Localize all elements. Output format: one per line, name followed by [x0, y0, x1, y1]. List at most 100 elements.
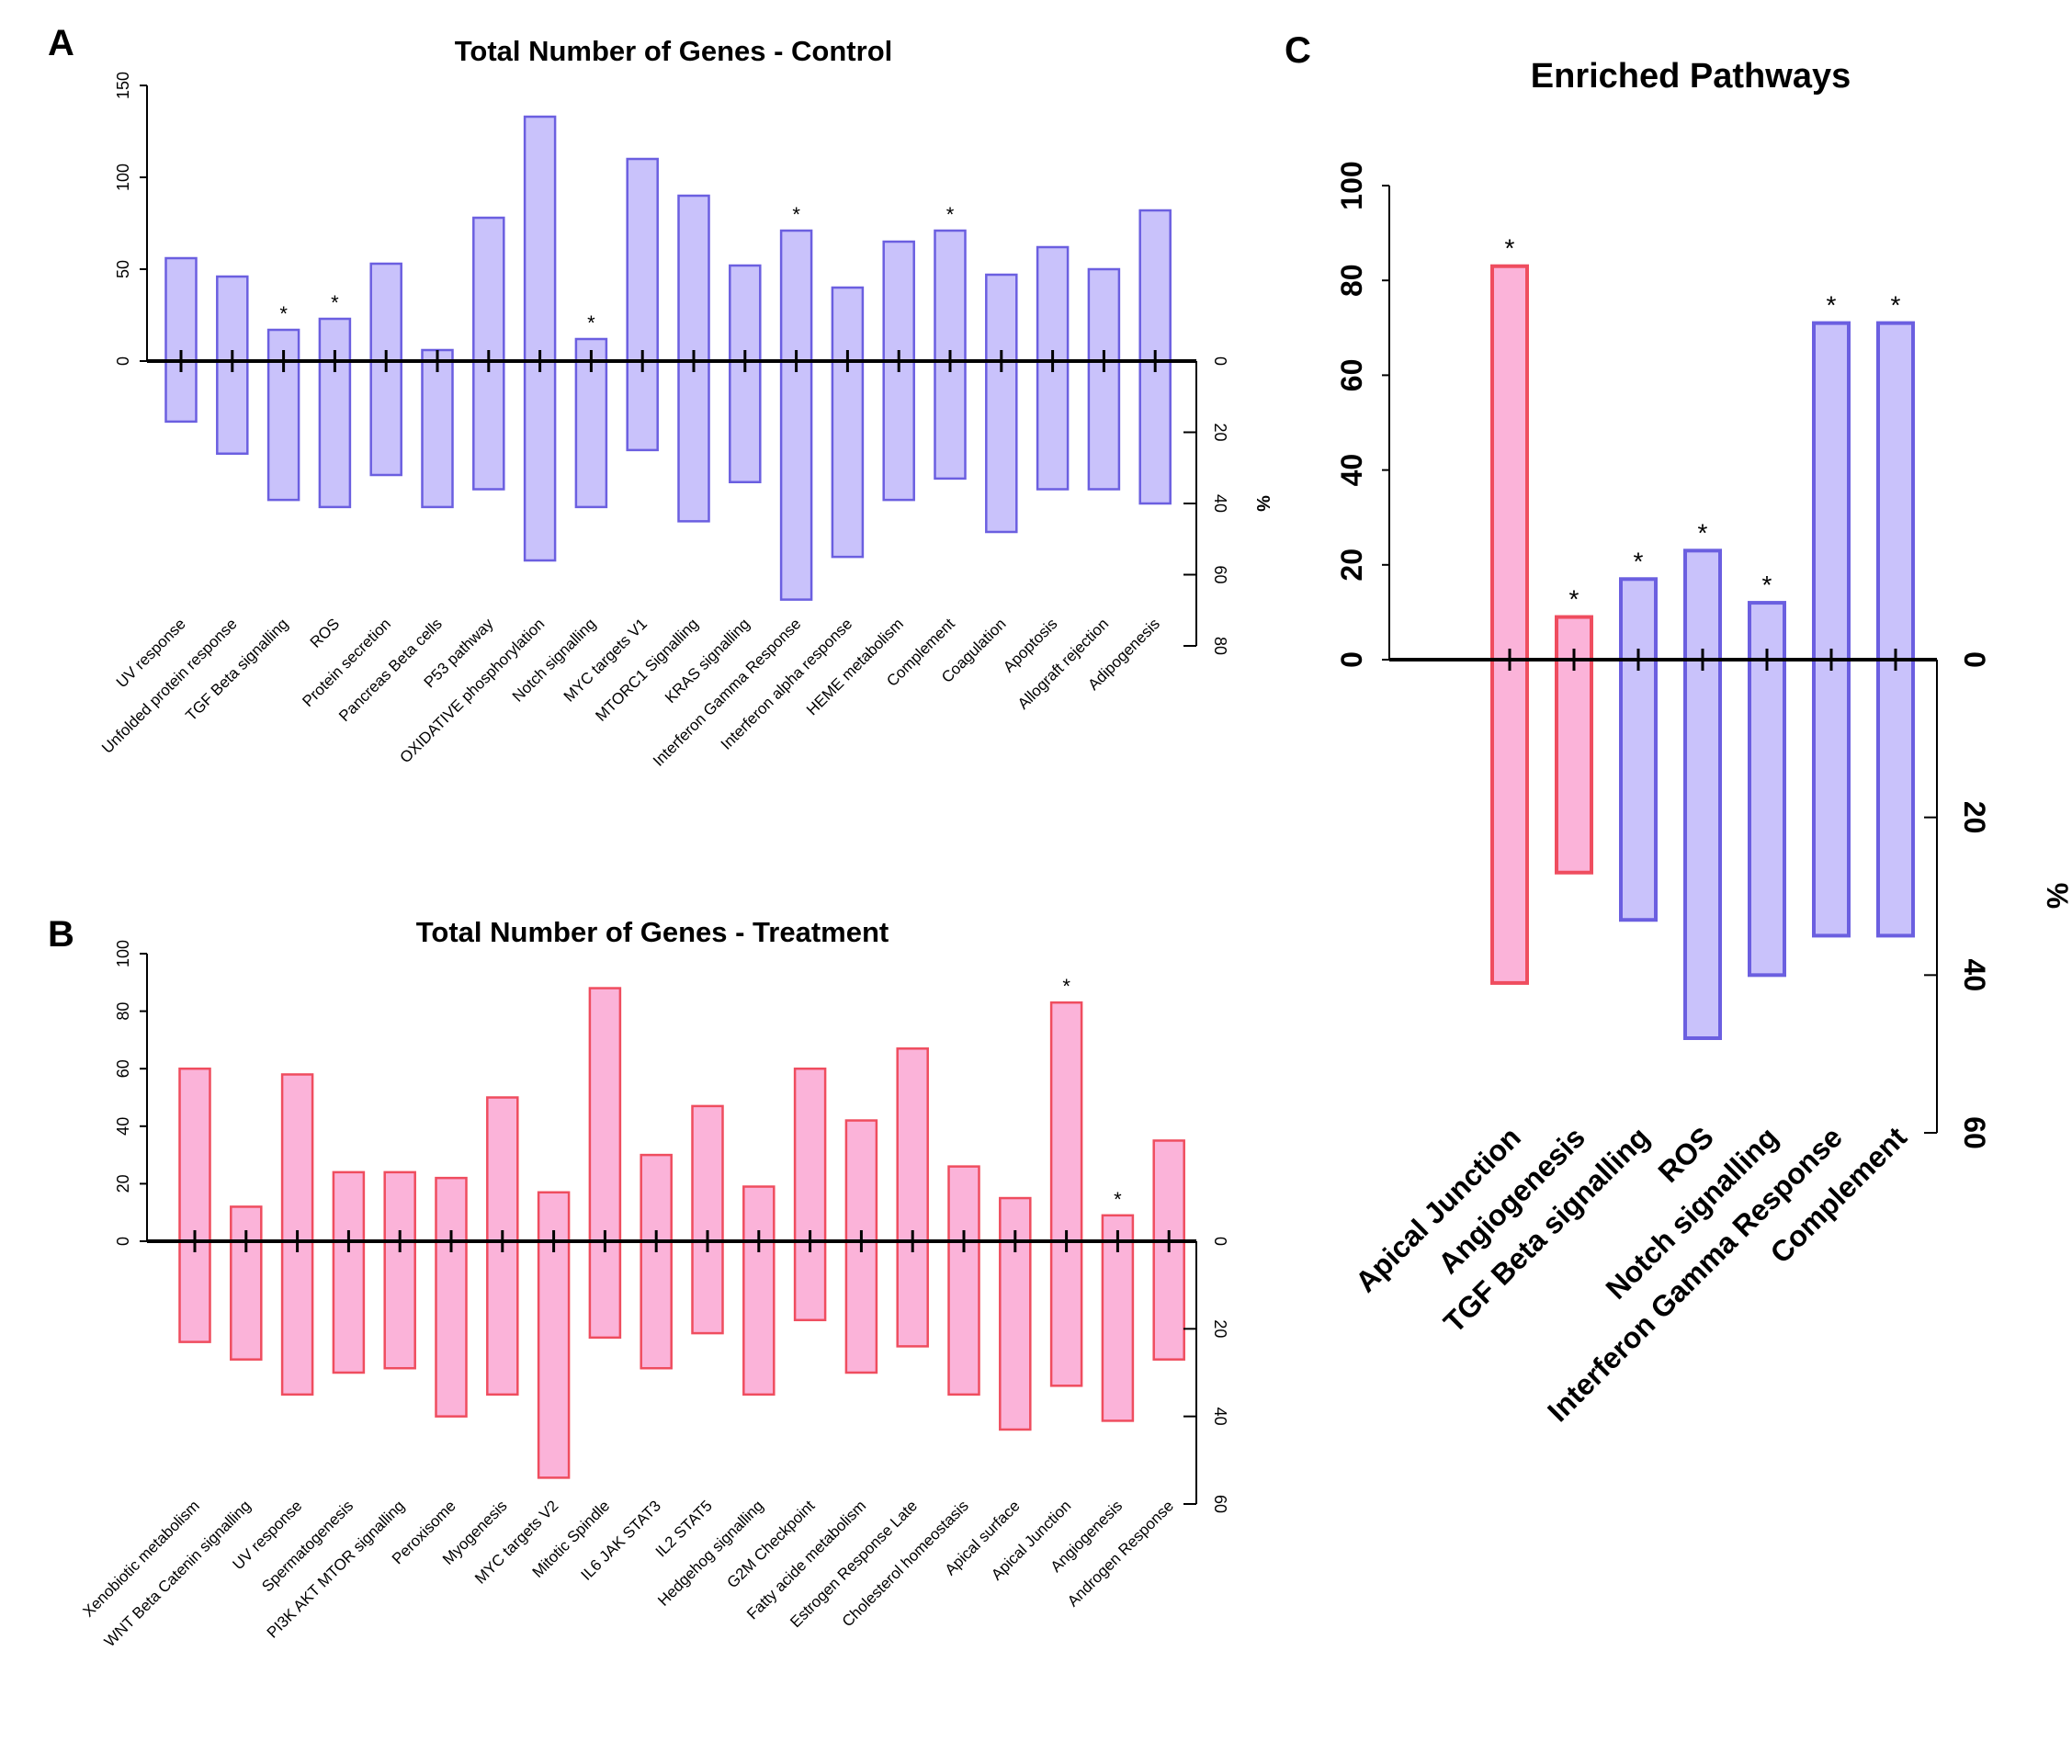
y-tick-label: 80	[114, 1002, 132, 1021]
significance-star: *	[331, 291, 339, 314]
bar-percent	[230, 1239, 263, 1361]
bar-gene-count	[369, 262, 402, 363]
y2-tick-label: 60	[1211, 1495, 1229, 1513]
significance-star: *	[1062, 975, 1070, 998]
significance-star: *	[1505, 234, 1515, 263]
bar-percent	[1087, 359, 1121, 491]
y2-tick-label: 0	[1211, 1237, 1229, 1246]
bar-gene-count	[164, 256, 198, 363]
y2-tick-label: 40	[1211, 494, 1229, 513]
bar-percent	[1490, 658, 1529, 985]
bar-gene-count	[332, 1170, 366, 1243]
bar-percent	[896, 1239, 929, 1348]
bar-gene-count	[523, 115, 557, 363]
bar-gene-count	[1152, 1139, 1185, 1243]
bar-percent	[332, 1239, 366, 1374]
bar-percent	[1812, 658, 1851, 938]
significance-star: *	[1891, 291, 1901, 320]
significance-star: *	[1569, 585, 1579, 614]
y-tick-label: 20	[114, 1174, 132, 1193]
bar-percent	[742, 1239, 776, 1396]
y-tick-label: 0	[114, 1237, 132, 1246]
bar-percent	[280, 1239, 314, 1396]
chart-b-treatment: Total Number of Genes - TreatmentXenobio…	[79, 916, 1229, 1650]
bar-gene-count	[831, 286, 865, 363]
bar-gene-count	[1049, 1001, 1083, 1243]
bar-percent	[574, 359, 608, 509]
y2-axis-label: %	[2041, 883, 2072, 909]
bar-percent	[369, 359, 402, 477]
y-tick-label: 60	[1335, 359, 1368, 392]
bar-percent	[472, 359, 505, 491]
bar-gene-count	[896, 1047, 929, 1243]
y2-tick-label: 60	[1211, 565, 1229, 583]
significance-star: *	[279, 302, 288, 325]
y-tick-label: 0	[114, 356, 132, 366]
bar-gene-count	[947, 1165, 980, 1243]
y2-tick-label: 40	[1958, 959, 1991, 992]
bar-gene-count	[178, 1067, 211, 1243]
y-tick-label: 50	[114, 260, 132, 278]
y2-tick-label: 20	[1211, 423, 1229, 441]
category-label: Spermatogenesis	[258, 1497, 357, 1595]
bar-percent	[1876, 658, 1915, 938]
bar-percent	[588, 1239, 622, 1340]
bar-percent	[435, 1239, 468, 1418]
y2-tick-label: 40	[1211, 1408, 1229, 1426]
bar-percent	[934, 359, 967, 481]
significance-star: *	[1114, 1188, 1122, 1211]
bar-gene-count	[626, 157, 659, 363]
chart-title: Total Number of Genes - Control	[455, 35, 893, 67]
bar-gene-count	[677, 194, 710, 363]
bar-percent	[844, 1239, 878, 1374]
y-tick-label: 40	[1335, 454, 1368, 487]
bar-gene-count	[1490, 264, 1529, 662]
bar-percent	[486, 1239, 519, 1396]
bar-percent	[985, 359, 1018, 534]
bar-percent	[793, 1239, 827, 1322]
bar-percent	[383, 1239, 416, 1370]
bar-percent	[947, 1239, 980, 1396]
chart-title: Enriched Pathways	[1531, 57, 1851, 96]
bar-gene-count	[640, 1153, 673, 1243]
bar-percent	[882, 359, 915, 502]
y-tick-label: 100	[114, 164, 132, 191]
bar-gene-count	[985, 273, 1018, 363]
bar-percent	[1049, 1239, 1083, 1387]
chart-title: Total Number of Genes - Treatment	[416, 916, 889, 948]
category-label: Allograft rejection	[1014, 615, 1112, 712]
significance-star: *	[946, 203, 955, 226]
bar-gene-count	[729, 264, 762, 363]
bar-gene-count	[280, 1073, 314, 1243]
y-tick-label: 60	[114, 1059, 132, 1078]
bar-gene-count	[934, 229, 967, 363]
bar-percent	[1138, 359, 1172, 505]
bar-gene-count	[472, 216, 505, 363]
y2-tick-label: 60	[1958, 1116, 1991, 1149]
y2-tick-label: 80	[1211, 637, 1229, 655]
bar-percent	[1555, 658, 1593, 875]
significance-star: *	[1827, 291, 1837, 320]
bar-gene-count	[1619, 577, 1658, 662]
y-tick-label: 40	[114, 1117, 132, 1136]
bar-gene-count	[779, 229, 813, 363]
category-label: G2M Checkpoint	[723, 1497, 818, 1591]
bar-percent	[1152, 1239, 1185, 1361]
y2-tick-label: 20	[1958, 801, 1991, 834]
y2-tick-label: 0	[1211, 356, 1229, 366]
bar-percent	[691, 1239, 724, 1335]
bar-gene-count	[383, 1170, 416, 1243]
bar-percent	[523, 359, 557, 562]
y2-tick-label: 20	[1211, 1319, 1229, 1338]
significance-star: *	[1698, 518, 1708, 547]
panel-letter-a: A	[48, 23, 74, 63]
bar-gene-count	[793, 1067, 827, 1243]
bar-gene-count	[1087, 267, 1121, 363]
bar-gene-count	[588, 987, 622, 1243]
bar-gene-count	[435, 1176, 468, 1243]
bar-percent	[216, 359, 249, 455]
bar-percent	[831, 359, 865, 559]
bar-percent	[421, 359, 454, 509]
